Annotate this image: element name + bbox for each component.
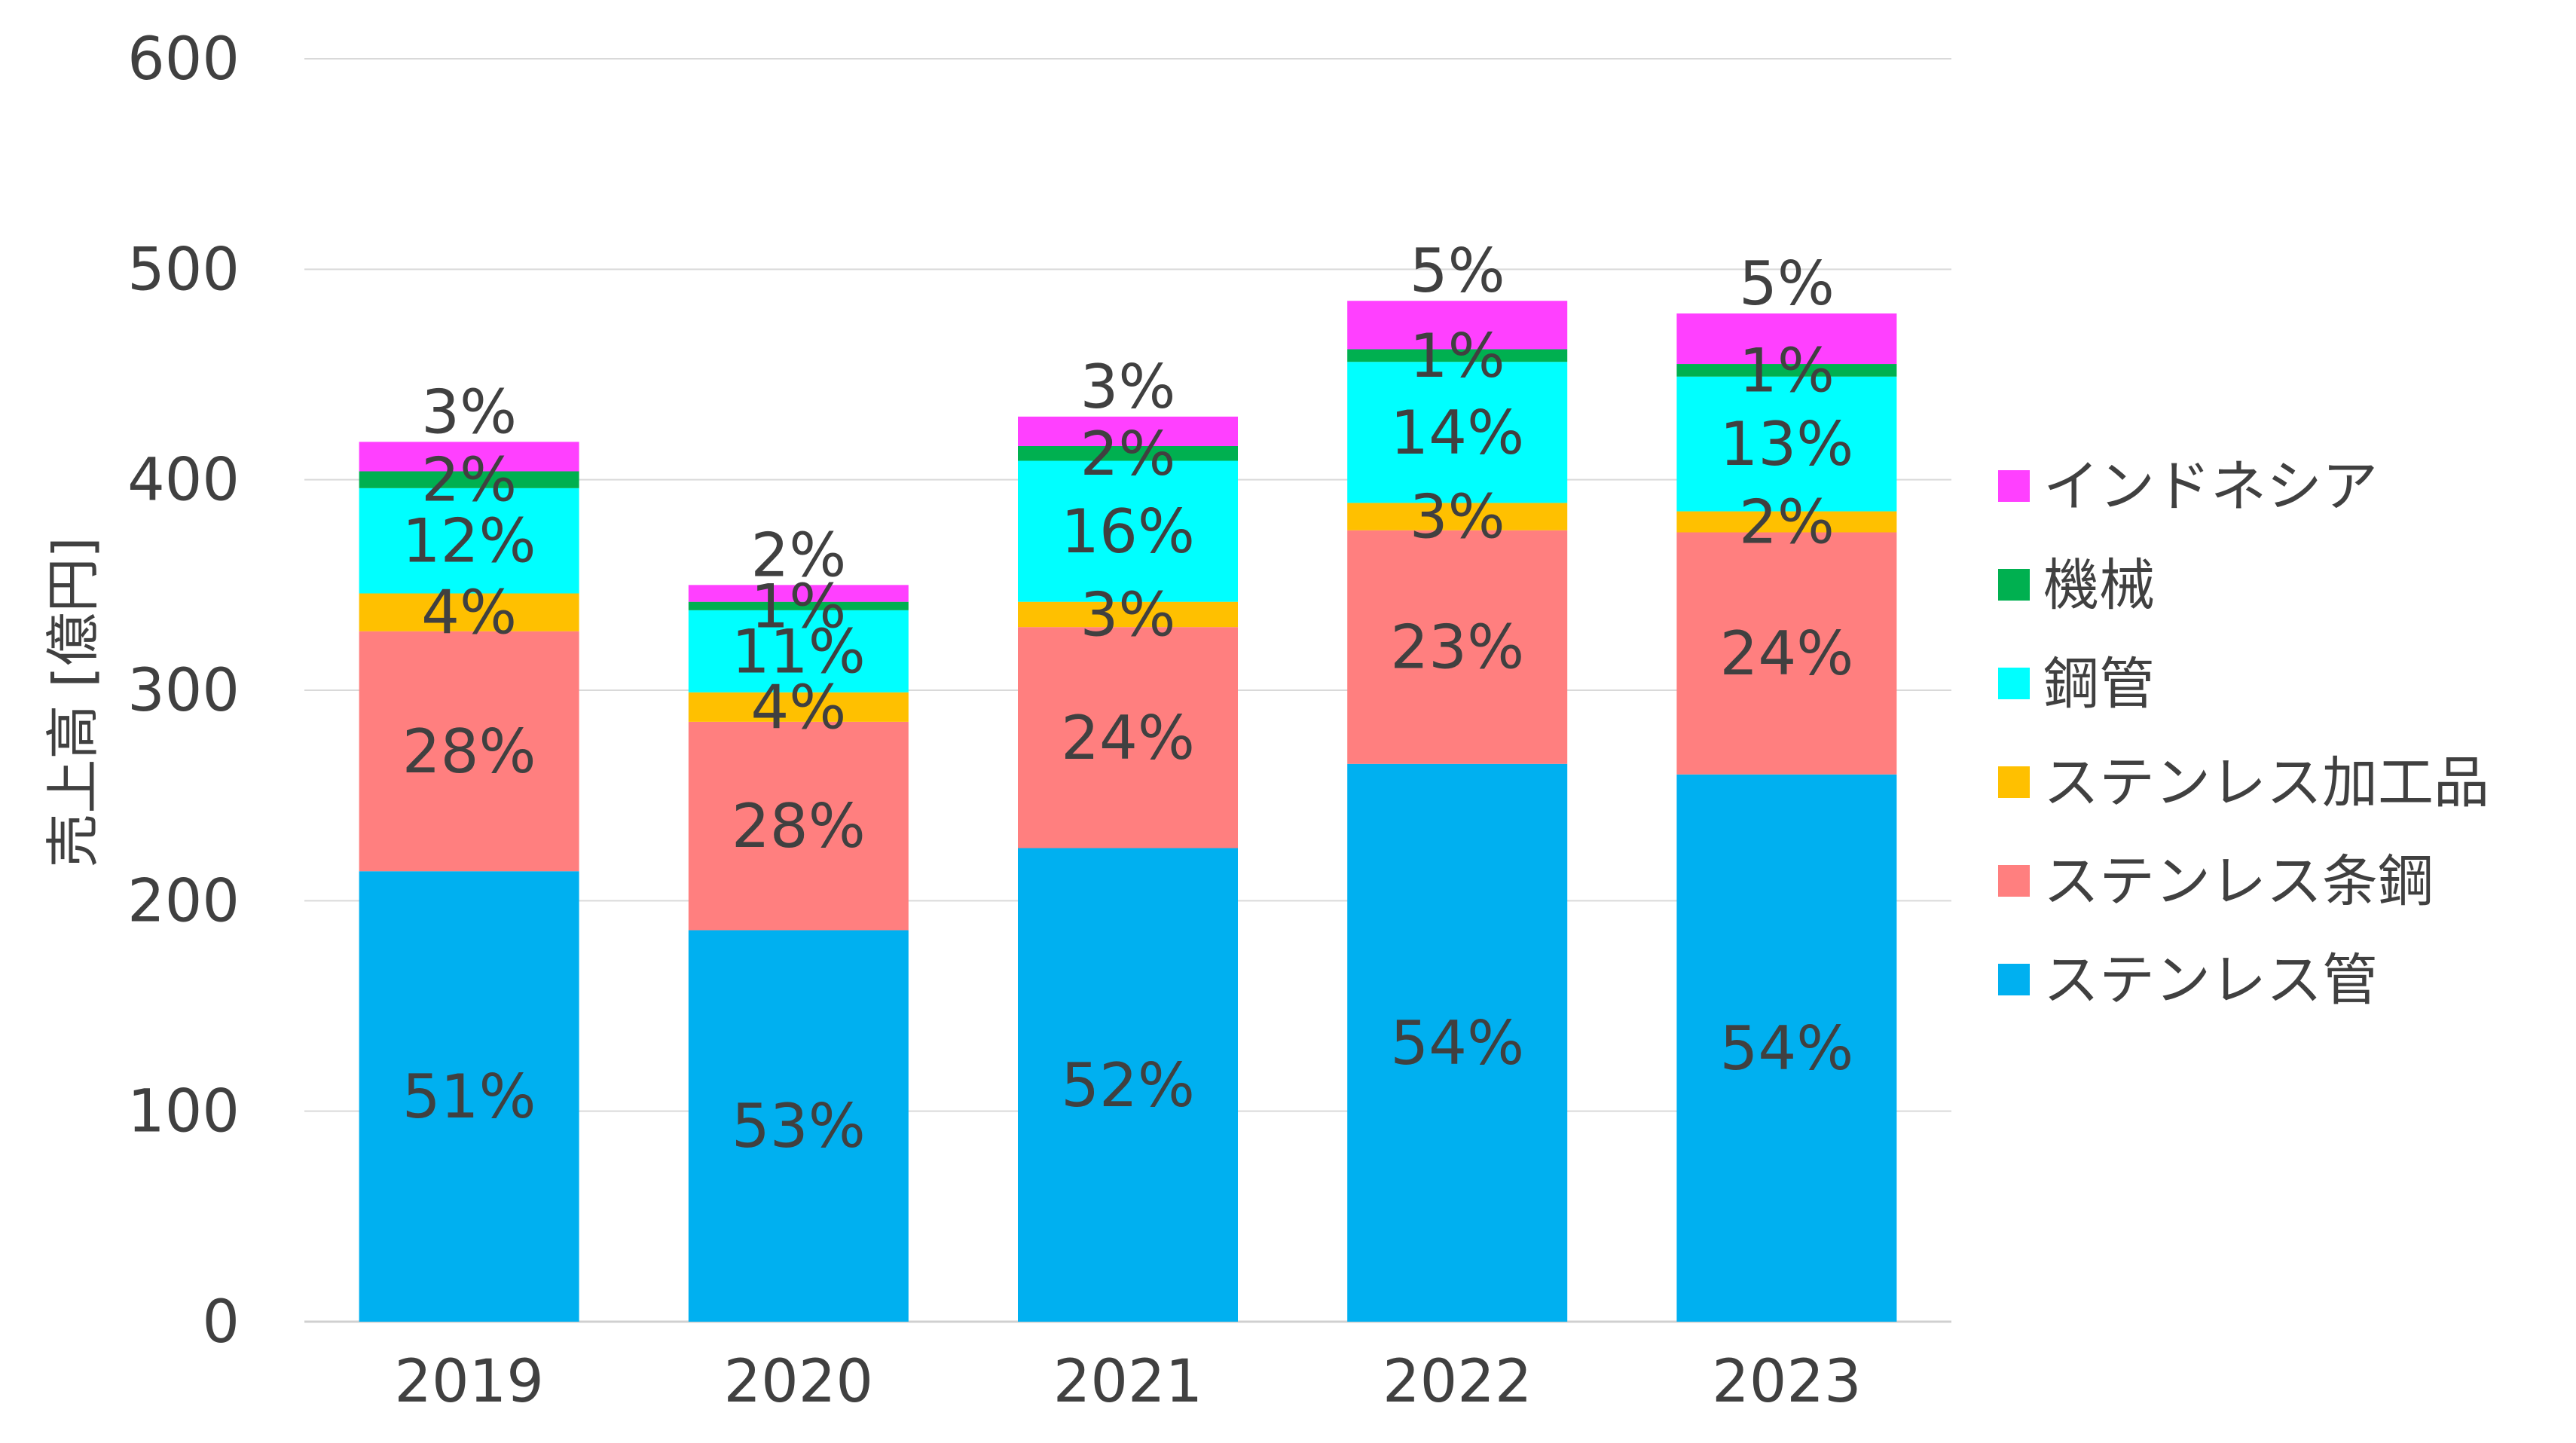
legend-label: ステンレス条鋼 — [2043, 849, 2434, 914]
segment-label: 2% — [750, 520, 846, 590]
segment-label: 23% — [1390, 613, 1524, 683]
segment-label: 24% — [1061, 703, 1195, 773]
bar-segment — [1676, 511, 1897, 533]
segment-label: 53% — [732, 1091, 866, 1161]
bar-segment — [688, 721, 909, 931]
bar-segment — [1347, 503, 1568, 530]
segment-label: 24% — [1719, 619, 1853, 689]
legend-label: インドネシア — [2043, 454, 2378, 519]
segment-label: 3% — [1410, 482, 1505, 552]
segment-label: 5% — [1410, 236, 1505, 306]
legend-label: ステンレス管 — [2043, 948, 2378, 1013]
legend-swatch — [1998, 470, 2030, 502]
y-tick-label: 400 — [127, 447, 240, 515]
segment-label: 54% — [1390, 1008, 1524, 1078]
y-tick-label: 200 — [127, 867, 240, 935]
x-tick-label: 2023 — [1712, 1348, 1862, 1416]
bar-segment — [359, 631, 579, 872]
segment-label: 1% — [1410, 321, 1505, 391]
y-axis-label: 売上高 [億円] — [41, 537, 105, 867]
bar-segment — [688, 610, 909, 692]
bar-segment — [688, 585, 909, 602]
legend-label: 機械 — [2043, 553, 2155, 618]
segment-label: 4% — [421, 578, 517, 648]
segment-label: 14% — [1390, 398, 1524, 468]
bar-segment — [1676, 313, 1897, 365]
bar-segment — [1347, 349, 1568, 362]
segment-labels: 51%28%4%12%2%3%53%28%4%11%1%2%52%24%3%16… — [402, 236, 1854, 1161]
bar-segment — [688, 692, 909, 722]
segment-label: 16% — [1061, 497, 1195, 567]
bar-segment — [1347, 362, 1568, 503]
bar-segment — [688, 601, 909, 610]
bar-segment — [1018, 627, 1238, 848]
segment-label: 3% — [421, 377, 517, 447]
bars — [359, 301, 1897, 1322]
segment-label: 2% — [421, 445, 517, 515]
y-tick-label: 100 — [127, 1078, 240, 1146]
segment-label: 1% — [1739, 335, 1835, 405]
segment-label: 3% — [1080, 352, 1176, 422]
legend-label: ステンレス加工品 — [2043, 751, 2489, 815]
legend-swatch — [1998, 766, 2030, 798]
segment-label: 51% — [402, 1062, 536, 1132]
y-tick-label: 500 — [127, 236, 240, 304]
bar-segment — [359, 593, 579, 631]
bar-segment — [1347, 301, 1568, 350]
y-axis-ticks: 0 100 200 300 400 500 600 — [127, 26, 240, 1356]
segment-label: 54% — [1719, 1013, 1853, 1084]
segment-label: 13% — [1719, 409, 1853, 479]
bar-segment — [359, 442, 579, 472]
x-tick-label: 2020 — [724, 1348, 874, 1416]
segment-label: 2% — [1739, 488, 1835, 558]
bar-segment — [1676, 376, 1897, 512]
bar-segment — [359, 488, 579, 594]
segment-label: 4% — [750, 672, 846, 742]
bar-segment — [1018, 416, 1238, 446]
y-tick-label: 0 — [202, 1289, 240, 1356]
x-tick-label: 2019 — [394, 1348, 544, 1416]
segment-label: 11% — [732, 616, 866, 686]
segment-label: 5% — [1739, 249, 1835, 319]
legend-swatch — [1998, 865, 2030, 897]
bar-segment — [1018, 460, 1238, 602]
segment-label: 12% — [402, 506, 536, 576]
x-tick-label: 2021 — [1053, 1348, 1203, 1416]
bar-segment — [1018, 445, 1238, 461]
legend-swatch — [1998, 668, 2030, 699]
segment-label: 3% — [1080, 579, 1176, 650]
segment-label: 28% — [732, 791, 866, 861]
segment-label: 28% — [402, 717, 536, 787]
segment-label: 52% — [1061, 1050, 1195, 1120]
bar-segment — [359, 871, 579, 1322]
legend-label: 鋼管 — [2043, 652, 2155, 717]
bar-segment — [359, 471, 579, 488]
bar-segment — [688, 930, 909, 1322]
bar-segment — [1676, 532, 1897, 775]
bar-segment — [1676, 364, 1897, 377]
y-tick-label: 300 — [127, 657, 240, 725]
legend-swatch — [1998, 964, 2030, 995]
bar-segment — [1347, 763, 1568, 1322]
y-tick-label: 600 — [127, 26, 240, 93]
bar-segment — [1347, 530, 1568, 764]
x-axis-ticks: 2019 2020 2021 2022 2023 — [394, 1348, 1861, 1416]
bar-segment — [1018, 848, 1238, 1322]
segment-label: 1% — [750, 571, 846, 641]
bar-segment — [1676, 774, 1897, 1322]
legend-swatch — [1998, 569, 2030, 601]
segment-label: 2% — [1080, 419, 1176, 489]
bar-segment — [1018, 601, 1238, 628]
x-tick-label: 2022 — [1383, 1348, 1532, 1416]
